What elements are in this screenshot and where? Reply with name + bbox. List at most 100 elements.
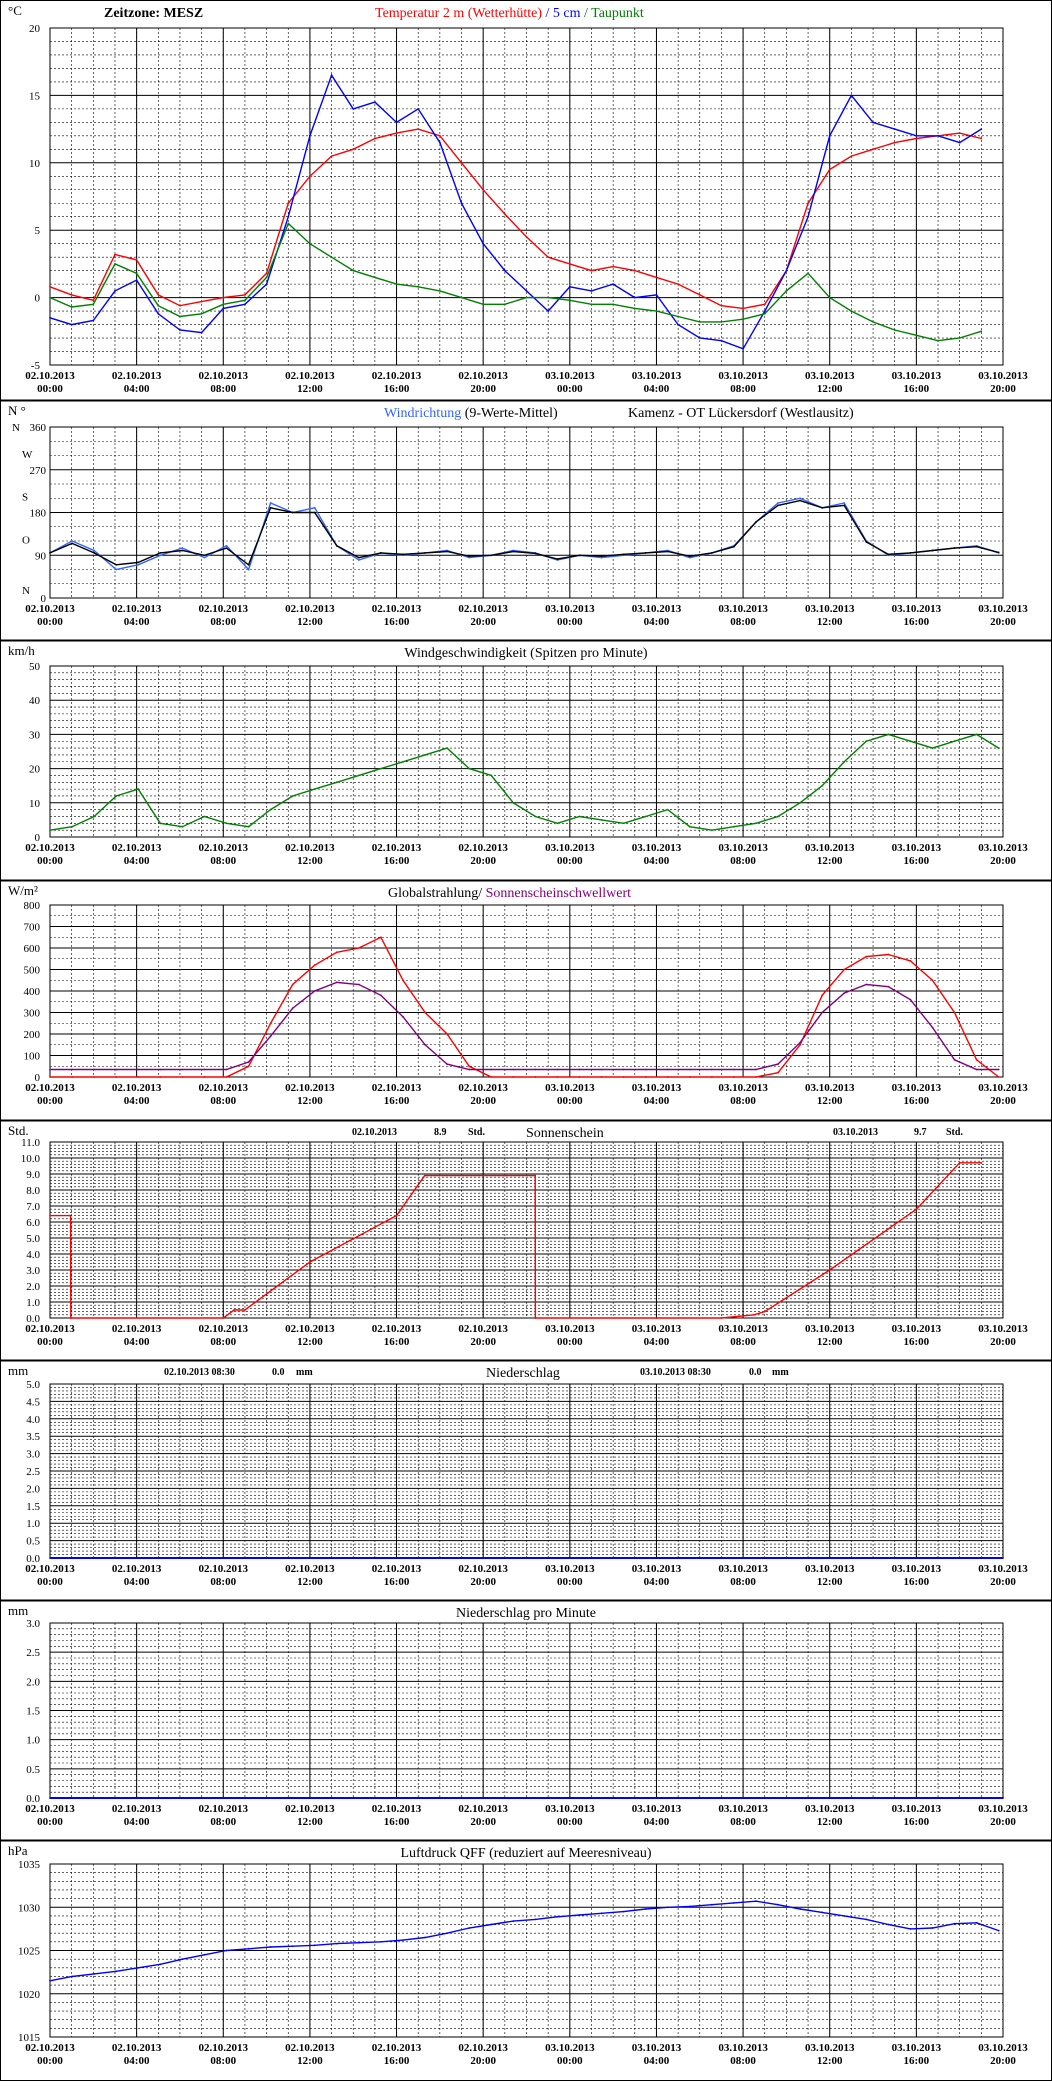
y-unit-label: N ° [8,403,26,418]
data-point [222,296,225,299]
data-point [909,960,912,962]
data-point [380,1940,382,1943]
panel-precip_min: 0.00.51.01.52.02.53.0mm02.10.201300:0002… [0,1599,1052,1828]
data-point [352,108,355,110]
data-point [688,1068,691,1071]
annotation-value: 9.7 [914,1127,927,1138]
data-point [247,1947,250,1950]
data-point [247,1065,250,1068]
x-tick-time: 00:00 [37,1336,63,1348]
y-tick-label: 3.5 [26,1431,40,1443]
x-tick-time: 20:00 [990,1336,1016,1348]
data-point [733,825,735,828]
data-point [352,148,355,151]
x-tick-date: 02.10.2013 [372,603,422,615]
series-line [49,222,982,342]
x-tick-time: 16:00 [384,1576,410,1588]
y-tick-label: 6.0 [26,1217,40,1229]
data-point [395,132,398,135]
data-point [115,1970,118,1973]
data-point [335,781,338,784]
data-point [799,1041,801,1044]
data-point [622,822,625,825]
data-point [807,202,809,205]
x-tick-date: 03.10.2013 [805,842,855,854]
data-point [179,304,181,307]
x-tick-time: 00:00 [37,855,63,867]
y-tick-label: 0.0 [26,1313,40,1325]
data-point [850,155,853,158]
annotation-date: 02.10.2013 08:30 [164,1367,235,1378]
x-tick-time: 04:00 [644,1336,670,1348]
data-point [265,283,268,285]
data-point [915,1208,918,1211]
x-tick-time: 12:00 [817,616,843,628]
data-point [688,1076,691,1078]
data-point [222,1317,225,1319]
data-point [720,339,723,342]
y-direction-label: S [22,492,28,504]
data-point [733,1076,735,1078]
y-tick-label: 0.5 [26,1536,40,1548]
data-point [424,552,426,554]
x-tick-time: 16:00 [384,2055,410,2067]
title-part: / [542,6,553,21]
data-point [71,1975,73,1978]
data-point [828,296,831,299]
data-point [821,506,824,509]
y-tick-label: 8.0 [26,1185,40,1197]
x-tick-date: 02.10.2013 [112,842,162,854]
data-point [313,506,316,509]
x-tick-time: 04:00 [124,855,150,867]
data-point [720,1317,723,1319]
data-point [417,285,420,288]
y-tick-label: 10.0 [21,1153,41,1165]
data-point [547,256,550,259]
data-point [534,1076,537,1078]
y-tick-label: 1020 [18,1989,41,2001]
data-point [534,1918,537,1921]
x-tick-time: 04:00 [644,2055,670,2067]
data-point [953,1058,956,1061]
x-tick-date: 02.10.2013 [25,1323,75,1335]
data-point [600,1068,603,1071]
x-tick-time: 16:00 [384,1336,410,1348]
data-point [446,1033,448,1035]
title-part: Temperatur 2 m (Wetterhütte) [375,6,542,21]
series-line [50,981,999,1071]
x-tick-time: 04:00 [644,855,670,867]
data-point [222,307,225,310]
data-point [352,269,355,272]
data-point [711,1076,713,1078]
x-tick-time: 00:00 [37,1095,63,1107]
data-point [578,1076,581,1078]
y-tick-label: 700 [24,922,41,934]
data-point [799,1043,801,1046]
x-tick-time: 00:00 [37,1816,63,1828]
x-tick-time: 20:00 [470,1816,496,1828]
data-point [777,815,779,818]
data-point [269,506,272,509]
data-point [534,1174,537,1177]
data-point [402,760,404,763]
x-tick-date: 02.10.2013 [112,1323,162,1335]
data-point [446,550,448,553]
annotation-value: 0.0 [272,1367,285,1378]
data-point [644,552,647,554]
data-point [556,1076,559,1078]
x-tick-time: 20:00 [470,2055,496,2067]
data-point [644,815,647,818]
y-tick-label: 11.0 [21,1137,40,1149]
y-tick-label: 180 [30,508,47,520]
annotation-unit: Std. [468,1127,485,1138]
data-point [534,552,537,555]
data-point [468,1068,471,1071]
y-tick-label: 20 [29,23,41,35]
data-point [777,1071,779,1074]
data-point [622,553,625,556]
data-point [843,504,846,507]
x-tick-time: 12:00 [297,2055,323,2067]
series-line [50,936,1000,1078]
data-point [313,1944,316,1947]
